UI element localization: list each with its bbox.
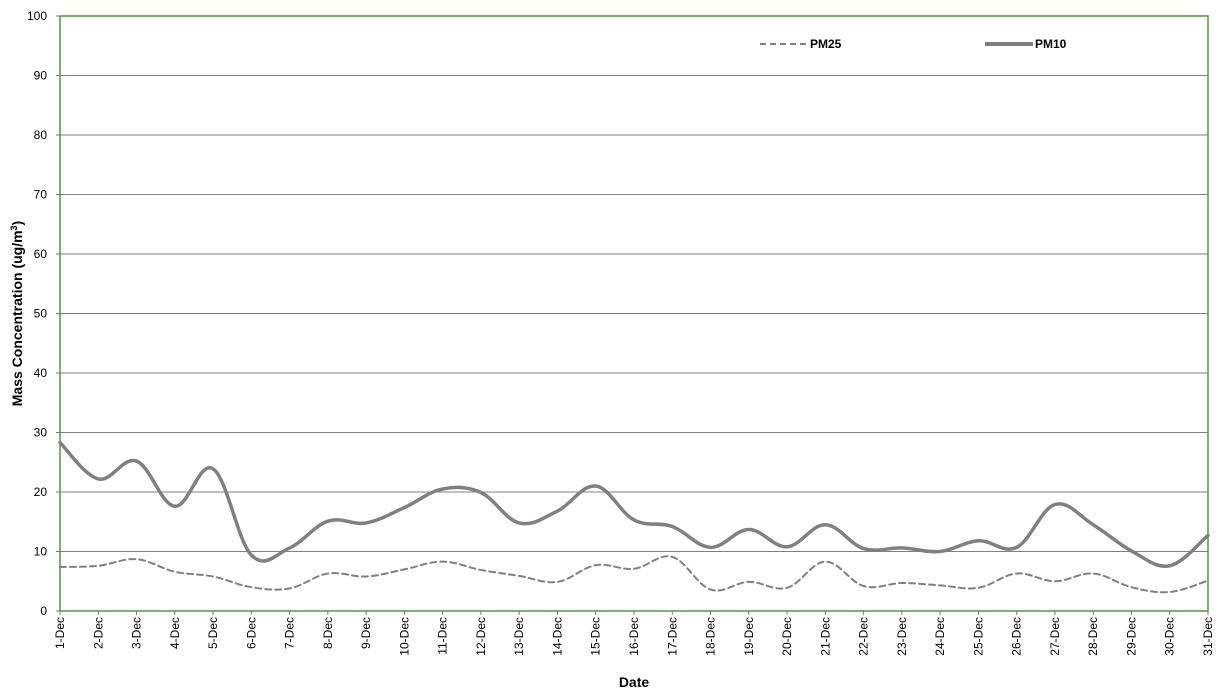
y-tick-label: 30	[34, 426, 48, 440]
y-axis-title-suffix: )	[9, 221, 25, 226]
y-axis-ticks: 0 10 20 30 40 50 60 70 80 90 100	[27, 9, 60, 618]
x-tick-label: 1-Dec	[53, 617, 67, 649]
x-tick-label: 14-Dec	[550, 617, 564, 656]
x-tick-label: 2-Dec	[91, 617, 105, 649]
x-axis-ticks: 1-Dec 2-Dec 3-Dec 4-Dec 5-Dec 6-Dec 7-Dec 8-Dec…	[53, 611, 1215, 656]
x-tick-label: 6-Dec	[244, 617, 258, 649]
series-line-pm10	[58, 440, 1210, 568]
x-tick-label: 28-Dec	[1086, 617, 1100, 656]
y-tick-label: 60	[34, 247, 48, 261]
x-tick-label: 10-Dec	[397, 617, 411, 656]
x-tick-label: 3-Dec	[130, 617, 144, 649]
y-tick-label: 80	[34, 128, 48, 142]
series-lines	[58, 440, 1210, 594]
x-tick-label: 19-Dec	[742, 617, 756, 656]
x-tick-label: 23-Dec	[895, 617, 909, 656]
x-tick-label: 22-Dec	[857, 617, 871, 656]
y-tick-label: 100	[27, 9, 47, 23]
x-axis-title: Date	[619, 674, 650, 690]
x-tick-label: 11-Dec	[436, 617, 450, 655]
y-tick-label: 20	[34, 485, 48, 499]
legend: PM25 PM10	[760, 37, 1067, 51]
y-tick-label: 70	[34, 188, 48, 202]
legend-item-pm10: PM10	[985, 37, 1067, 51]
x-tick-label: 4-Dec	[168, 617, 182, 649]
y-tick-label: 0	[40, 604, 47, 618]
x-tick-label: 16-Dec	[627, 617, 641, 656]
x-tick-label: 8-Dec	[321, 617, 335, 649]
series-line-pm25	[59, 555, 1209, 594]
x-tick-label: 21-Dec	[818, 617, 832, 656]
grid-lines	[60, 75, 1208, 552]
x-tick-label: 12-Dec	[474, 617, 488, 656]
x-tick-label: 13-Dec	[512, 617, 526, 656]
y-axis-title-main: Mass Concentration (ug/m	[9, 230, 25, 406]
x-tick-label: 20-Dec	[780, 617, 794, 656]
x-tick-label: 26-Dec	[1010, 617, 1024, 656]
y-axis-title-superscript: 3	[9, 225, 19, 230]
x-tick-label: 9-Dec	[359, 617, 373, 649]
x-tick-label: 5-Dec	[206, 617, 220, 649]
x-tick-label: 31-Dec	[1201, 617, 1215, 656]
x-tick-label: 27-Dec	[1048, 617, 1062, 656]
y-axis-title: Mass Concentration (ug/m3)	[9, 221, 25, 406]
x-tick-label: 18-Dec	[704, 617, 718, 656]
x-tick-label: 24-Dec	[933, 617, 947, 656]
legend-item-pm25: PM25	[760, 37, 842, 51]
y-tick-label: 90	[34, 69, 48, 83]
x-tick-label: 17-Dec	[665, 617, 679, 656]
y-tick-label: 50	[34, 307, 48, 321]
x-tick-label: 30-Dec	[1163, 617, 1177, 656]
y-tick-label: 10	[34, 545, 48, 559]
x-tick-label: 7-Dec	[283, 617, 297, 649]
x-tick-label: 29-Dec	[1124, 617, 1138, 656]
legend-label-pm25: PM25	[810, 37, 842, 51]
legend-label-pm10: PM10	[1035, 37, 1067, 51]
x-tick-label: 15-Dec	[589, 617, 603, 656]
y-tick-label: 40	[34, 366, 48, 380]
x-tick-label: 25-Dec	[971, 617, 985, 656]
